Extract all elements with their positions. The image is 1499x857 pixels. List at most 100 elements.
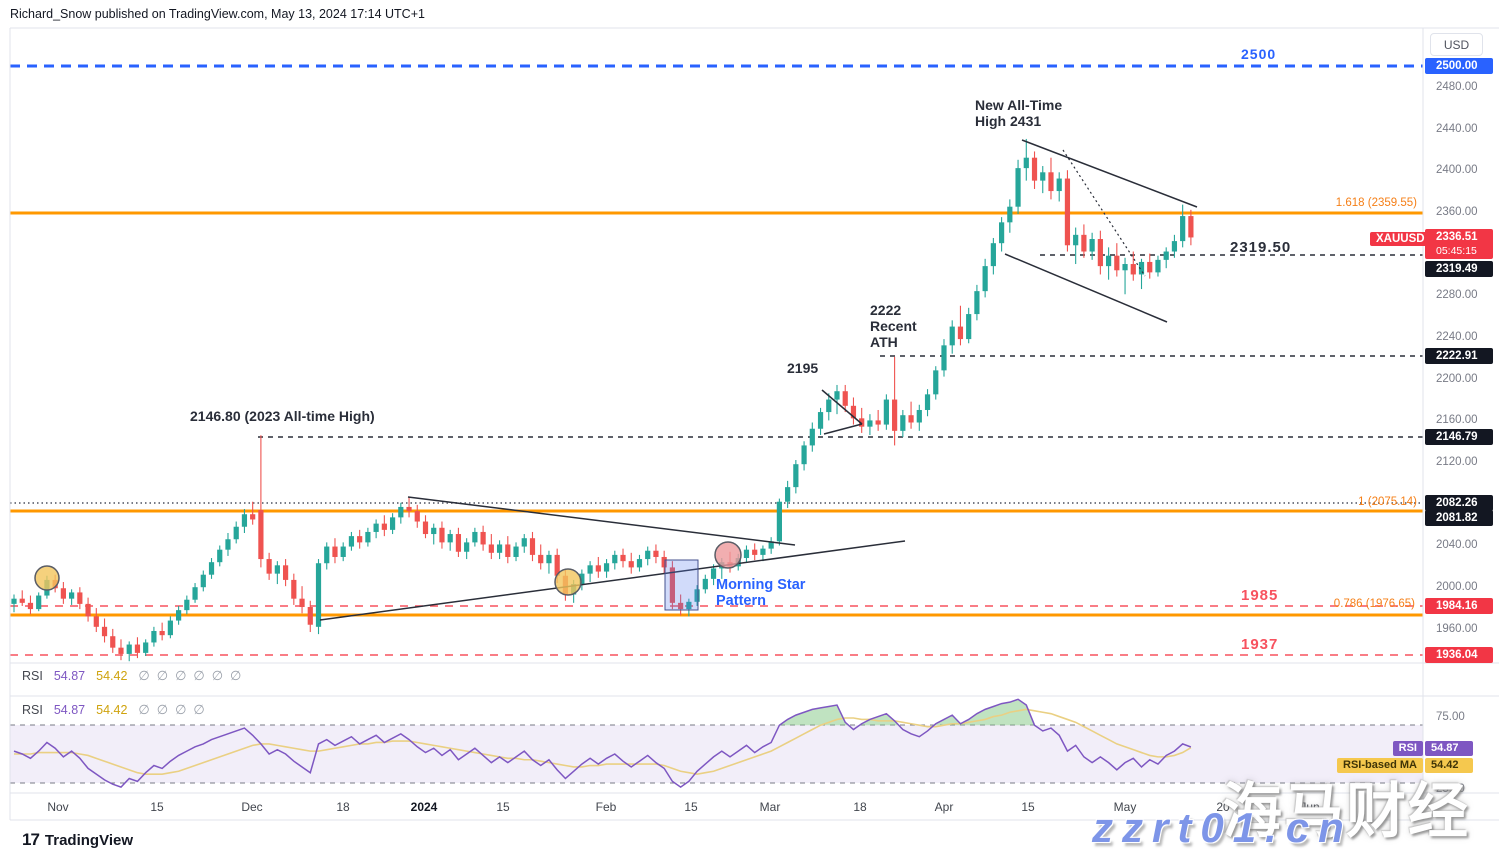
rsi-overbought-fill [934,699,1035,726]
triangle-lower [319,540,906,621]
hidden-value-icon: ∅ [156,668,169,683]
yellow-highlight-circle[interactable] [34,565,60,591]
price-badge-2082.26: 2082.26 [1425,495,1493,511]
time-tick-15: 15 [1021,800,1035,814]
currency-usd-button[interactable]: USD [1430,33,1483,56]
time-tick-18: 18 [853,800,867,814]
rsi-label-badge: RSI [1392,741,1423,756]
pane-borders [9,27,1499,821]
indicator-name: RSI [22,703,43,717]
price-tick: 2480.00 [1436,81,1478,93]
channel-upper [1021,139,1198,208]
rsi-overbought-fill [779,705,849,726]
price-badge-2146.79: 2146.79 [1425,429,1493,445]
hidden-value-icon: ∅ [193,668,205,683]
hidden-value-icon: ∅ [156,702,169,717]
price-tick: 2000.00 [1436,581,1478,593]
morning-star-highlight-box[interactable] [664,559,699,611]
annotation-label[interactable]: 0.786 (1976.65) [1333,598,1415,610]
annotation-label[interactable]: 2146.80 (2023 All-time High) [190,408,375,424]
time-tick-2024: 2024 [410,800,438,814]
dotted-projection-line [1062,149,1146,277]
price-tick: 2360.00 [1436,206,1478,218]
indicator-name: RSI [22,669,43,683]
indicator-legend-row-2[interactable]: RSI 54.87 54.42 ∅ ∅ ∅ ∅ [22,702,205,718]
trendlines[interactable] [319,139,1198,621]
annotation-label[interactable]: 2319.50 [1230,239,1292,256]
time-tick-Apr: Apr [934,800,954,814]
time-tick-15: 15 [150,800,164,814]
price-tick: 1960.00 [1436,623,1478,635]
rsi-value: 54.87 [53,669,86,683]
rsi-tick-25: 25.00 [1436,783,1465,795]
hidden-value-icon: ∅ [138,668,150,683]
annotation-label[interactable]: New All-Time [975,97,1063,113]
time-tick-May: May [1113,800,1137,814]
price-badge-1936.04: 1936.04 [1425,647,1493,663]
annotation-label[interactable]: High 2431 [975,113,1042,129]
price-tick: 2400.00 [1436,164,1478,176]
rsi-ma-line [14,708,1192,775]
annotation-label[interactable]: Recent [870,318,917,334]
price-tick: 2440.00 [1436,123,1478,135]
rsi-ma-value-badge: 54.42 [1425,758,1473,773]
watermark-chinese: 海马财经 [1222,778,1470,845]
price-tick: 2120.00 [1436,456,1478,468]
price-badge-2500.00: 2500.00 [1425,58,1493,74]
annotation-label[interactable]: ATH [870,334,898,350]
rsi-ma-value: 54.42 [96,703,128,717]
price-badge-1984.16: 1984.16 [1425,598,1493,614]
time-tick-Feb: Feb [595,800,617,814]
time-tick-Nov: Nov [47,800,69,814]
price-badge-2319.49: 2319.49 [1425,261,1493,277]
price-badge-2081.82: 2081.82 [1425,510,1493,526]
channel-lower [1004,253,1168,323]
horizontal-levels [10,64,1423,784]
price-badge-2336.51: 2336.51 05:45:15 [1425,229,1493,259]
price-tick: 2160.00 [1436,414,1478,426]
price-tick: 2200.00 [1436,373,1478,385]
hidden-value-icon: ∅ [175,702,187,717]
hidden-value-icon: ∅ [193,702,205,717]
annotation-label[interactable]: 1937 [1241,636,1279,653]
rsi-line [13,698,1192,789]
indicator-legend-row-1[interactable]: RSI 54.87 54.42 ∅ ∅ ∅ ∅ ∅ ∅ [22,668,241,684]
time-tick-Jun: Jun [1300,800,1320,814]
annotation-label[interactable]: Pattern [716,593,766,609]
price-tick: 2280.00 [1436,289,1478,301]
annotation-label[interactable]: 2222 [870,302,902,318]
time-tick-18: 18 [336,800,350,814]
annotation-label[interactable]: 1985 [1241,587,1279,604]
symbol-badge: XAUUSD [1370,232,1431,246]
price-tick: 2240.00 [1436,331,1478,343]
rsi-ma-label-badge: RSI-based MA [1337,758,1423,773]
yellow-highlight-circle[interactable] [554,568,582,596]
publish-attribution: Richard_Snow published on TradingView.co… [10,7,425,21]
hidden-value-icon: ∅ [230,668,242,683]
triangle-upper [407,496,796,546]
annotation-label[interactable]: 1.618 (2359.55) [1335,197,1417,209]
time-tick-20: 20 [1216,800,1230,814]
annotation-label[interactable]: 2195 [787,360,819,376]
rsi-value: 54.87 [53,703,86,717]
time-tick-Dec: Dec [241,800,263,814]
tradingview-link[interactable]: 17 TradingView [22,830,133,850]
time-tick-15: 15 [496,800,510,814]
annotation-label[interactable]: 2500 [1241,46,1277,62]
watermark-url: zzrt01.cn [1092,804,1353,851]
pennant-upper [821,389,863,425]
price-badge-2222.91: 2222.91 [1425,348,1493,364]
hidden-value-icon: ∅ [211,668,224,683]
price-tick: 2040.00 [1436,539,1478,551]
time-tick-15: 15 [684,800,698,814]
pennant-lower [823,423,863,435]
candlestick-series [11,138,1194,662]
annotation-label[interactable]: 1 (2075.14) [1358,496,1417,508]
hidden-value-icon: ∅ [175,668,187,683]
annotation-label[interactable]: Morning Star [716,577,806,593]
rsi-tick-75: 75.00 [1436,711,1465,723]
tradingview-wordmark: TradingView [44,831,134,849]
pink-highlight-circle[interactable] [714,541,742,569]
